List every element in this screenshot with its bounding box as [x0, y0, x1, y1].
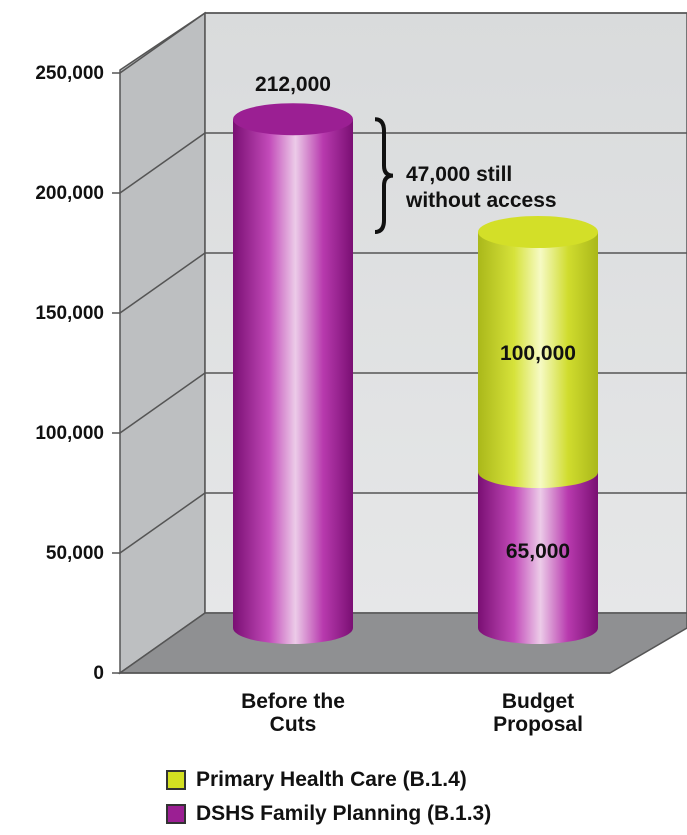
- annotation-line: 47,000 still: [406, 163, 512, 186]
- y-tick-label: 50,000: [46, 543, 104, 564]
- chart: 0 50,000 100,000 150,000 200,000 250,000 212,…: [35, 11, 687, 736]
- y-tick-label: 100,000: [35, 423, 104, 444]
- data-label: 212,000: [255, 73, 331, 96]
- x-label-budget-proposal: Budget: [502, 690, 574, 713]
- bar-budget-proposal-dshs-family-planning-b-1-3: [478, 472, 598, 644]
- gridline-diagonal: [119, 492, 206, 554]
- annotation-line: without access: [405, 189, 557, 212]
- legend-swatch-primary-health-care: [166, 770, 186, 790]
- gridline-diagonal: [119, 132, 206, 194]
- legend: Primary Health Care (B.1.4) DSHS Family …: [166, 763, 491, 831]
- bar-before-the-cuts-dshs-family-planning-b-1-3: [233, 119, 353, 644]
- bar-top-before-the-cuts: [233, 103, 353, 136]
- gridline-diagonal: [119, 252, 206, 314]
- bars: 212,000 100,000 65,000: [233, 73, 598, 644]
- x-label-budget-proposal: Proposal: [493, 713, 583, 736]
- y-tick-label: 150,000: [35, 303, 104, 324]
- gridline-diagonal: [119, 372, 206, 434]
- chart-backdrop: [117, 11, 687, 675]
- y-tick-label: 0: [93, 663, 104, 684]
- legend-swatch-dshs-family-planning: [166, 804, 186, 824]
- annotation: 47,000 still without access: [374, 117, 557, 234]
- x-label-before-the-cuts: Before the: [241, 690, 345, 713]
- legend-label-primary-health-care: Primary Health Care (B.1.4): [196, 768, 467, 791]
- data-label: 65,000: [506, 540, 570, 563]
- y-axis-ticks: 0 50,000 100,000 150,000 200,000 250,000: [35, 63, 120, 684]
- gridline-diagonal: [119, 12, 206, 74]
- legend-item-primary-health-care: Primary Health Care (B.1.4): [166, 763, 491, 797]
- chart-floor: [117, 612, 687, 674]
- bar-top-budget-proposal: [478, 216, 598, 248]
- legend-label-dshs-family-planning: DSHS Family Planning (B.1.3): [196, 802, 492, 825]
- left-wall: [119, 11, 206, 675]
- legend-item-dshs-family-planning: DSHS Family Planning (B.1.3): [166, 797, 491, 831]
- y-tick-label: 250,000: [35, 63, 104, 84]
- brace-icon: [374, 117, 394, 234]
- x-label-before-the-cuts: Cuts: [270, 713, 317, 736]
- data-label: 100,000: [500, 342, 576, 365]
- bar-budget-proposal-primary-health-care-b-1-4: [478, 232, 598, 488]
- y-tick-label: 200,000: [35, 183, 104, 204]
